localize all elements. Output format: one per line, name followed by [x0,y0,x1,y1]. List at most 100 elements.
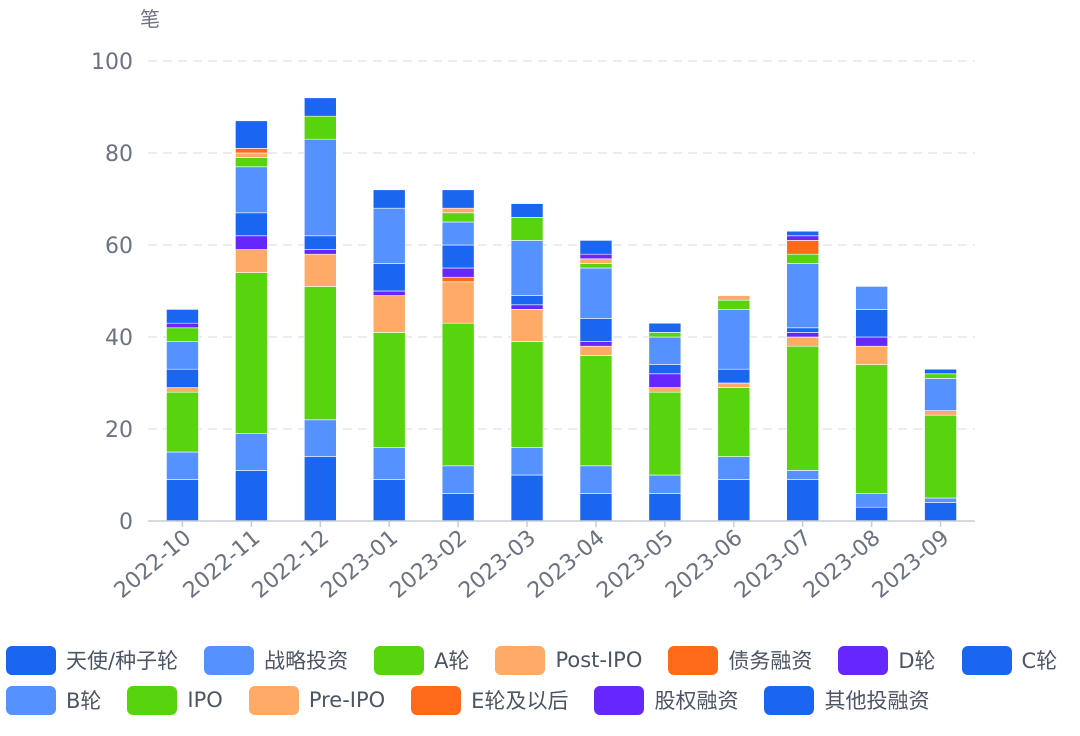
x-tick-label: 2023-09 [868,525,954,603]
x-tick-label: 2023-07 [730,525,816,603]
legend-swatch [764,685,815,715]
bar-segment [303,115,337,140]
bar-segment [648,493,682,522]
bar-segment [855,309,888,338]
bar-segment [235,433,268,471]
bar-segment [372,207,406,264]
bar-segment [510,240,544,296]
legend-label: 战略投资 [264,649,349,673]
bar-segment [786,336,820,347]
bar-segment [648,364,682,375]
legend-item[interactable]: Pre-IPO [248,685,386,715]
bar-segment [717,479,751,522]
legend-label: Pre-IPO [308,688,386,712]
bar-segment [372,290,406,296]
bar-segment [924,414,957,499]
legend-swatch [127,685,178,715]
bar-segment [579,345,613,356]
bar-segment [855,286,888,310]
legend-item[interactable]: E轮及以后 [411,685,568,715]
legend-item[interactable]: C轮 [961,645,1057,675]
legend-swatch [838,645,889,675]
bar-segment [579,318,613,342]
bar-segment [441,267,475,278]
x-tick-label: 2023-04 [523,525,609,603]
bar-segment [648,387,682,393]
legend-item[interactable]: B轮 [6,685,101,715]
legend-swatch [6,645,56,675]
bar-segment [855,345,888,365]
x-tick-label: 2022-11 [179,525,265,603]
bar-segment [786,470,820,480]
x-tick-label: 2023-01 [317,525,403,603]
legend-item[interactable]: 天使/种子轮 [6,645,178,675]
bar-segment [855,506,888,522]
legend-label: Post-IPO [555,648,643,672]
legend: 天使/种子轮 战略投资 A轮 Post-IPO 债务融资 D轮 C轮 B轮 IPO Pre-IP… [6,640,1076,720]
bar-segment [166,368,199,388]
bar-segment [166,451,199,480]
bar-segment [648,373,682,388]
legend-item[interactable]: Post-IPO [495,645,643,675]
bar-segment [303,249,337,255]
legend-swatch [961,645,1012,675]
bar-segment [235,152,268,158]
gridlines [148,60,975,430]
y-tick-label: 20 [105,418,133,443]
bar-segment [235,212,268,237]
bar-segment [303,138,337,237]
legend-swatch [411,685,462,715]
bar-segment [372,447,406,480]
bar-series [166,97,957,522]
bar-segment [717,368,751,384]
bar-segment [510,295,544,306]
bar-segment [372,263,406,292]
legend-label: D轮 [898,649,936,673]
bar-segment [235,470,268,522]
bar-segment [441,465,475,494]
legend-label: IPO [187,688,223,712]
legend-item[interactable]: 股权融资 [594,685,738,715]
y-tick-label: 40 [105,326,133,351]
legend-item[interactable]: 其他投融资 [764,685,929,715]
x-tick-label: 2023-02 [385,525,471,603]
legend-item[interactable]: 债务融资 [668,645,812,675]
bar-segment [786,240,820,255]
bar-segment [924,378,957,411]
legend-item[interactable]: IPO [127,685,223,715]
bar-segment [303,286,337,421]
legend-item[interactable]: 战略投资 [204,645,348,675]
bar-segment [786,327,820,333]
bar-segment [648,474,682,494]
x-tick-label: 2022-10 [110,525,196,603]
bar-segment [717,309,751,370]
bar-segment [855,336,888,347]
legend-item[interactable]: A轮 [374,645,469,675]
legend-swatch [6,685,56,715]
legend-swatch [374,645,425,675]
bar-segment [786,332,820,338]
bar-segment [648,332,682,338]
bar-segment [510,474,544,522]
bar-segment [235,272,268,434]
bar-segment [166,391,199,453]
bar-segment [235,249,268,273]
x-tick-label: 2023-05 [592,525,678,603]
bar-segment [372,479,406,522]
bar-segment [372,332,406,448]
x-axis-ticks: 2022-102022-112022-122023-012023-022023-… [110,521,954,604]
bar-segment [786,345,820,471]
bar-segment [924,368,957,375]
legend-label: 股权融资 [654,689,739,713]
bar-segment [786,235,820,241]
bar-segment [924,502,957,522]
bar-segment [441,244,475,269]
bar-segment [372,189,406,209]
bar-segment [717,382,751,388]
legend-item[interactable]: D轮 [838,645,936,675]
bar-segment [717,387,751,457]
bar-segment [510,447,544,476]
legend-row: B轮 IPO Pre-IPO E轮及以后 股权融资 其他投融资 [6,680,1076,720]
legend-swatch [668,645,719,675]
bar-segment [924,410,957,416]
